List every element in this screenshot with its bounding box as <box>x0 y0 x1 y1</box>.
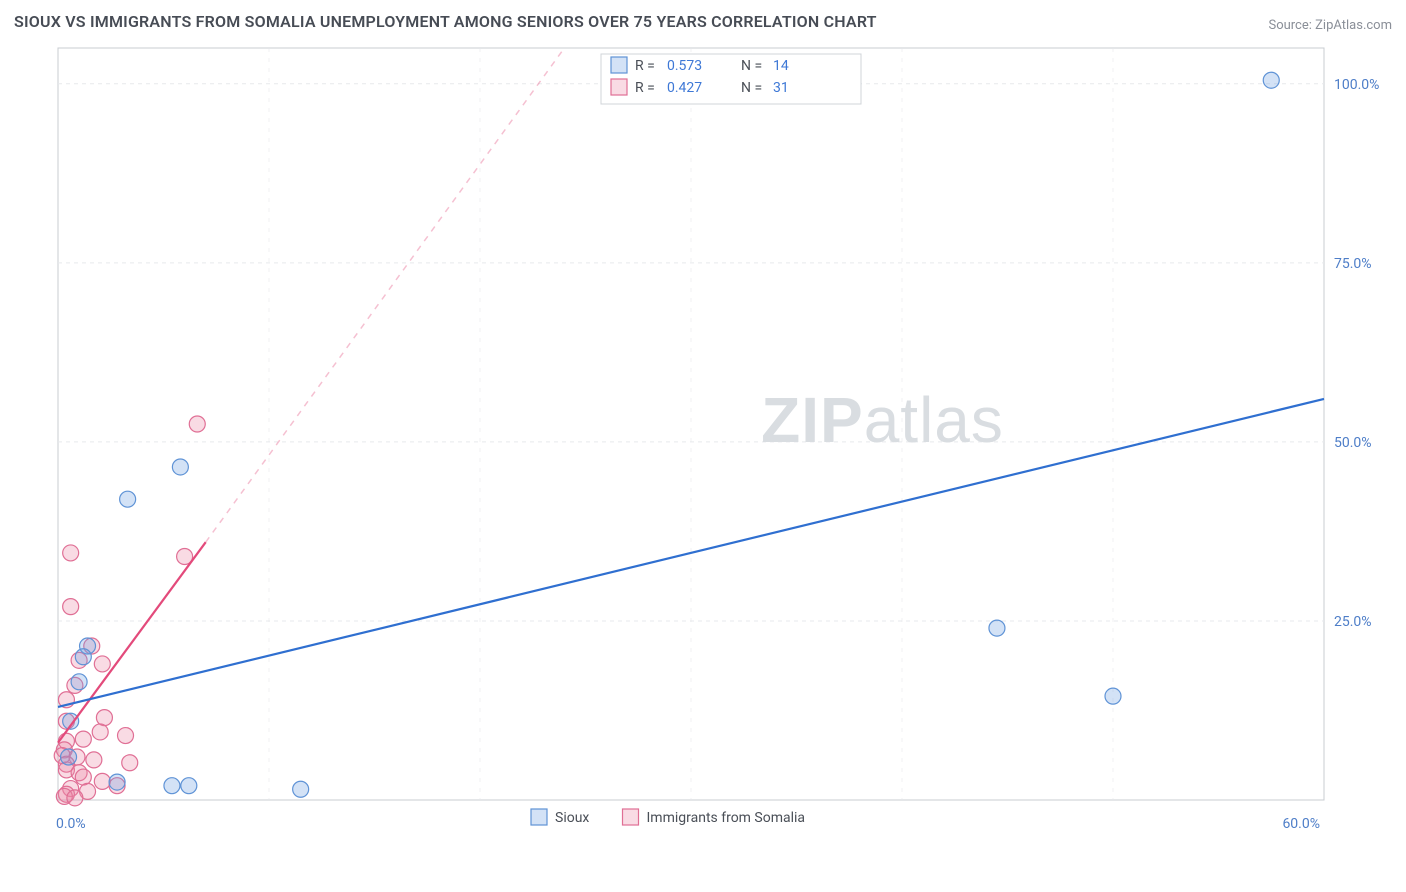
data-point <box>75 649 91 665</box>
legend-r-value: 0.573 <box>667 58 702 74</box>
scatter-chart-svg: 25.0% 50.0% 75.0% 100.0% ZIPatlas 0.0% 60.0% R … <box>48 42 1394 842</box>
legend-r-value: 0.427 <box>667 80 702 96</box>
data-point <box>120 491 136 507</box>
data-point <box>1263 72 1279 88</box>
data-point <box>109 774 125 790</box>
data-point <box>61 749 77 765</box>
data-point <box>96 710 112 726</box>
chart-title: SIOUX VS IMMIGRANTS FROM SOMALIA UNEMPLO… <box>14 12 877 31</box>
data-point <box>67 790 83 806</box>
data-point <box>189 416 205 432</box>
data-point <box>75 769 91 785</box>
y-tick-label: 50.0% <box>1334 435 1372 451</box>
data-point <box>86 752 102 768</box>
legend-swatch <box>531 809 547 825</box>
legend-n-value: 14 <box>773 58 789 74</box>
data-point <box>164 778 180 794</box>
x-tick-label: 60.0% <box>1282 816 1320 832</box>
y-tick-label: 75.0% <box>1334 256 1372 272</box>
legend-swatch <box>611 79 627 95</box>
source-label: Source: ZipAtlas.com <box>1268 18 1392 33</box>
chart-area: 25.0% 50.0% 75.0% 100.0% ZIPatlas 0.0% 60.0% R … <box>48 42 1394 842</box>
data-point <box>122 755 138 771</box>
data-point <box>1105 688 1121 704</box>
data-point <box>181 778 197 794</box>
legend-n-label: N = <box>741 80 762 96</box>
legend-series-label: Sioux <box>555 810 589 826</box>
data-point <box>75 731 91 747</box>
data-point <box>94 773 110 789</box>
legend-swatch <box>623 809 639 825</box>
legend-series-label: Immigrants from Somalia <box>647 810 806 826</box>
data-point <box>63 599 79 615</box>
data-point <box>92 724 108 740</box>
data-point <box>71 674 87 690</box>
data-point <box>989 620 1005 636</box>
y-tick-label: 25.0% <box>1334 614 1372 630</box>
legend-swatch <box>611 57 627 73</box>
data-point <box>172 459 188 475</box>
legend-r-label: R = <box>635 80 655 96</box>
legend-r-label: R = <box>635 58 655 74</box>
x-tick-label: 0.0% <box>56 816 86 832</box>
data-point <box>118 728 134 744</box>
data-point <box>63 545 79 561</box>
data-point <box>293 781 309 797</box>
y-tick-label: 100.0% <box>1334 77 1379 93</box>
legend-n-label: N = <box>741 58 762 74</box>
legend-n-value: 31 <box>773 80 789 96</box>
data-point <box>94 656 110 672</box>
watermark: ZIPatlas <box>761 384 1004 456</box>
